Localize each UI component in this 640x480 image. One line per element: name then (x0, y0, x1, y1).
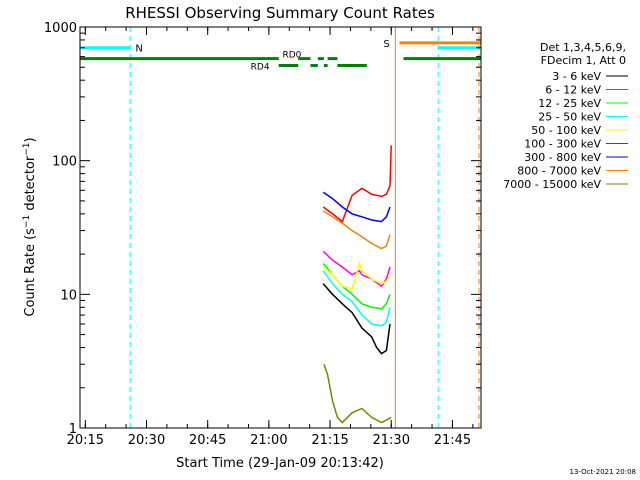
legend: Det 1,3,4,5,6,9, FDecim 1, Att 0 3 - 6 k… (503, 41, 628, 191)
flag-label-rd0: RD0 (282, 51, 301, 61)
legend-entry-label: 25 - 50 keV (538, 111, 601, 124)
y-tick-label: 1000 (44, 21, 77, 36)
footer-date: 13-Oct-2021 20:08 (570, 468, 636, 476)
legend-entry-label: 3 - 6 keV (552, 70, 601, 83)
y-tick-label: 100 (52, 155, 77, 170)
x-tick-label: 21:00 (250, 433, 287, 448)
series-line-6 (322, 145, 392, 223)
y-tick-label: 10 (60, 288, 77, 303)
legend-header-line-2: FDecim 1, Att 0 (541, 54, 626, 67)
x-axis-label: Start Time (29-Jan-09 20:13:42) (176, 456, 384, 471)
y-tick-label: 1 (69, 422, 77, 437)
y-axis-label: Count Rate (s−1 detector−1) (22, 137, 38, 316)
x-tick-label: 21:45 (434, 433, 471, 448)
x-tick-label: 20:30 (128, 433, 165, 448)
legend-entry-label: 100 - 300 keV (524, 138, 601, 151)
legend-entry-label: 6 - 12 keV (545, 84, 601, 97)
series-line-2 (322, 250, 391, 288)
x-tick-label: 21:30 (373, 433, 410, 448)
legend-header-line-1: Det 1,3,4,5,6,9, (540, 41, 626, 54)
plot-frame (79, 26, 482, 429)
legend-entry-label: 7000 - 15000 keV (503, 178, 601, 191)
series-line-3 (322, 263, 391, 310)
flag-label-flare: S (383, 39, 389, 50)
series-line-8 (322, 210, 391, 250)
chart-title: RHESSI Observing Summary Count Rates (125, 4, 435, 22)
flag-label-rd4: RD4 (251, 63, 270, 73)
series-line-9 (323, 363, 392, 424)
x-tick-label: 20:45 (189, 433, 226, 448)
series-line-1 (322, 283, 391, 355)
x-tick-label: 21:15 (311, 433, 348, 448)
flag-label-saa: N (135, 44, 142, 55)
flags-layer (80, 27, 481, 428)
legend-entry-label: 12 - 25 keV (538, 97, 601, 110)
series-line-7 (322, 191, 391, 223)
x-tick-label: 20:15 (67, 433, 104, 448)
legend-entry-label: 800 - 7000 keV (517, 165, 601, 178)
series-line-5 (322, 261, 391, 290)
axes-layer: 20:15 20:30 20:45 21:00 21:15 21:30 21:45 1 10 10… (44, 21, 481, 448)
legend-entry-label: 300 - 800 keV (524, 151, 601, 164)
series-layer (322, 145, 392, 424)
legend-entry-label: 50 - 100 keV (531, 124, 601, 137)
series-line-4 (322, 270, 391, 327)
